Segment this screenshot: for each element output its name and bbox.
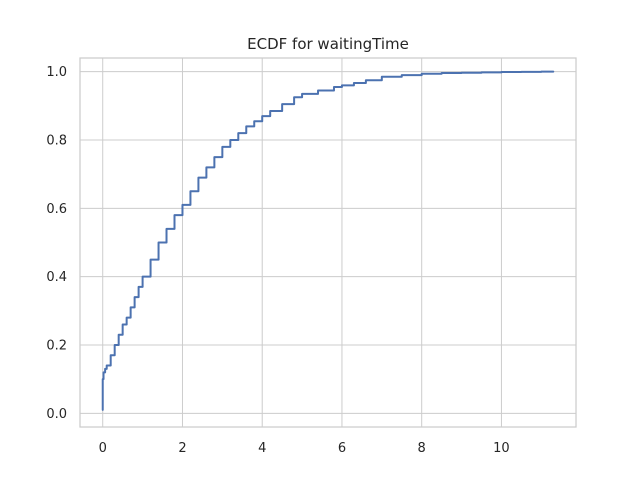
y-tick-label: 1.0 bbox=[46, 65, 67, 80]
y-tick-label: 0.8 bbox=[46, 134, 67, 149]
y-tick-label: 0.2 bbox=[46, 339, 67, 354]
x-tick-label: 0 bbox=[99, 441, 107, 456]
x-tick-label: 4 bbox=[258, 441, 266, 456]
ecdf-line bbox=[101, 70, 555, 411]
x-tick-label: 6 bbox=[338, 441, 346, 456]
x-tick-label: 8 bbox=[418, 441, 426, 456]
y-tick-label: 0.0 bbox=[46, 407, 67, 422]
y-tick-label: 0.6 bbox=[46, 202, 67, 217]
grid-layer bbox=[80, 58, 576, 427]
axes-frame bbox=[79, 57, 577, 428]
x-tick-label: 2 bbox=[178, 441, 186, 456]
y-tick-label: 0.4 bbox=[46, 270, 67, 285]
series-layer bbox=[101, 70, 555, 411]
x-tick-label: 10 bbox=[493, 441, 510, 456]
tick-label-layer: 0 2 4 6 8 10 0.0 0.2 0.4 0.6 0.8 1.0 bbox=[46, 65, 509, 456]
chart-title: ECDF for waitingTime bbox=[247, 35, 409, 53]
